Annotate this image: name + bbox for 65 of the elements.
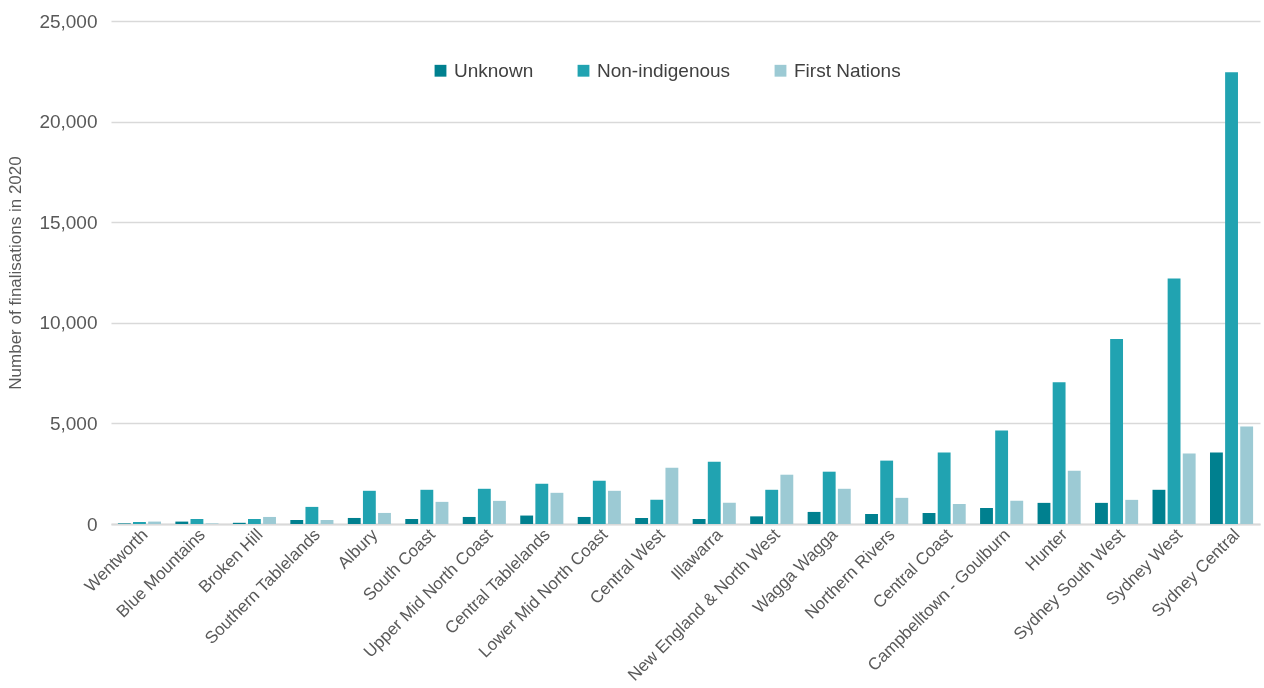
bar (1095, 502, 1108, 524)
bar (462, 516, 476, 524)
bar (520, 515, 534, 524)
bar (1110, 338, 1124, 524)
bar (1167, 278, 1181, 524)
bar (592, 480, 606, 524)
bar (305, 506, 319, 524)
bar (247, 518, 261, 524)
bar (722, 502, 736, 524)
bar (550, 492, 564, 524)
bar (865, 513, 878, 524)
bar (1182, 453, 1196, 524)
y-tick-label: 25,000 (39, 10, 98, 32)
bar (952, 503, 966, 524)
bar (435, 501, 449, 524)
bar (692, 518, 706, 524)
bar (895, 497, 909, 524)
bar (493, 500, 506, 524)
bar (1240, 426, 1254, 524)
bar (1209, 452, 1223, 524)
bar (577, 516, 591, 524)
bar (807, 511, 821, 524)
bar (780, 474, 794, 524)
bar (995, 430, 1009, 524)
bar (320, 519, 334, 524)
bar (665, 467, 679, 524)
bar (980, 507, 993, 524)
bar (190, 518, 204, 524)
bar (290, 519, 304, 524)
legend-label: First Nations (794, 59, 901, 81)
bar (635, 517, 649, 524)
bar (263, 516, 276, 524)
bar (880, 460, 894, 524)
bar (420, 489, 434, 524)
bar (750, 516, 764, 524)
y-tick-label: 0 (86, 513, 98, 535)
y-tick-label: 10,000 (39, 312, 98, 334)
bar (922, 512, 936, 524)
y-axis-title: Number of finalisations in 2020 (6, 156, 26, 390)
bar (765, 489, 779, 524)
bar (937, 452, 951, 524)
bar (1010, 500, 1024, 524)
bar (707, 461, 721, 524)
bar (607, 490, 621, 524)
bar (650, 499, 664, 524)
bar (1052, 382, 1066, 524)
bar (405, 518, 419, 524)
bar (347, 517, 361, 524)
bar (1225, 72, 1238, 524)
bar (477, 488, 491, 524)
bar (362, 490, 376, 524)
y-tick-label: 20,000 (39, 111, 98, 133)
bar (1067, 470, 1081, 524)
bar (133, 521, 146, 524)
bar (378, 512, 391, 524)
y-tick-label: 15,000 (39, 211, 98, 233)
bar (535, 483, 549, 524)
legend-label: Non-indigenous (597, 59, 731, 81)
y-tick-label: 5,000 (49, 412, 98, 434)
legend-label: Unknown (454, 59, 534, 81)
bar (1037, 502, 1051, 524)
bar (822, 471, 836, 524)
bar (1125, 499, 1139, 524)
bar (1152, 489, 1166, 524)
bar (837, 488, 851, 524)
